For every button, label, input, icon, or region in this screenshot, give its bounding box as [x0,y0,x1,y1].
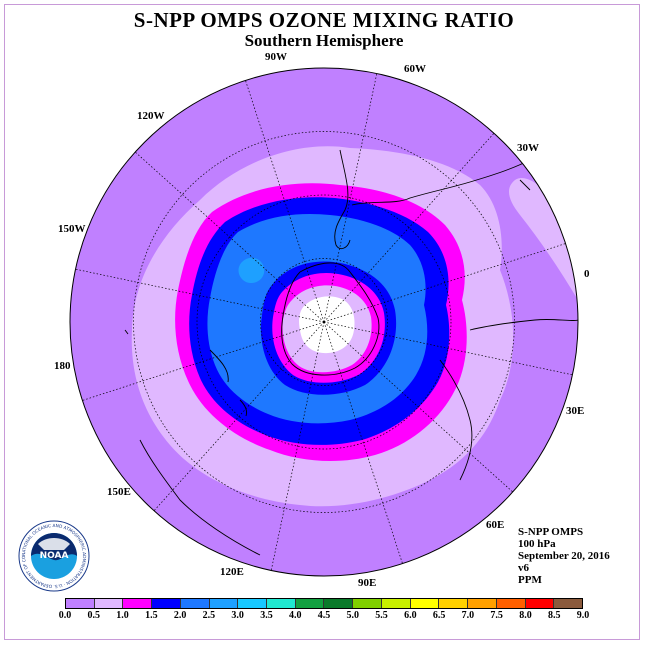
color-scale-cell [410,599,440,608]
lon-label-60w: 60W [404,63,426,75]
color-scale-cell [180,599,210,608]
coastlines [124,149,578,556]
color-scale-tick-label: 1.5 [145,610,158,621]
color-scale-cell [324,599,354,608]
color-scale-tick-label: 0.5 [87,610,101,621]
info-version: v6 [518,562,529,574]
color-scale-tick-label: 6.5 [432,610,446,621]
lon-label-60e: 60E [486,519,505,531]
color-scale-tick-label: 1.0 [116,610,129,621]
color-scale-cell [525,599,555,608]
ozone-patch-2-5 [238,257,265,284]
figure-frame [4,4,640,640]
color-scale-tick-label: 4.5 [317,610,331,621]
svg-text:NOAA: NOAA [40,551,69,561]
color-scale-tick-label: 5.0 [346,610,360,621]
color-scale-ticks: 0.0 0.5 1.0 1.5 2.0 2.5 3.0 3.5 4.0 4.5 5.0 5.5 6.0 6… [0,610,648,624]
lon-label-90e: 90E [358,577,377,589]
lon-label-0: 0 [584,268,590,280]
color-scale-tick-label: 2.0 [173,610,187,621]
color-scale-cell [238,599,268,608]
globe-outline [69,67,579,577]
map-title: S-NPP OMPS OZONE MIXING RATIO [133,8,515,32]
color-scale-tick-label: 7.5 [490,610,503,621]
lon-label-150e: 150E [107,486,131,498]
color-scale-bar [65,598,583,609]
lon-label-90w: 90W [265,51,287,63]
color-scale-cell [468,599,497,608]
color-scale-tick-label: 4.0 [288,610,302,621]
color-scale-cell [295,599,325,608]
color-scale-cell [152,599,181,608]
lon-label-30w: 30W [517,142,539,154]
color-scale-tick-label: 7.0 [461,610,475,621]
product-info: S-NPP OMPS 100 hPa September 20, 2016 v6… [518,526,610,586]
color-scale-cell [123,599,153,608]
color-scale-cell [94,599,124,608]
lon-label-150w: 150W [58,223,86,235]
color-scale-tick-label: 5.5 [375,610,388,621]
lon-label-120w: 120W [137,110,165,122]
lon-label-180: 180 [54,360,71,372]
color-scale-tick-label: 0.0 [58,610,72,621]
color-scale-cell [439,599,469,608]
color-scale-cell [381,599,411,608]
color-scale-cell [209,599,239,608]
map-subtitle: Southern Hemisphere [244,31,404,50]
color-scale-cell [496,599,526,608]
color-scale-cell [66,599,95,608]
color-scale-tick-label: 2.5 [202,610,216,621]
color-scale-cell [353,599,382,608]
lon-label-120e: 120E [220,566,244,578]
color-scale-tick-label: 3.5 [260,610,273,621]
color-scale-tick-label: 8.0 [519,610,532,621]
info-units: PPM [518,574,542,586]
info-instrument: S-NPP OMPS [518,526,584,538]
color-scale-tick-label: 6.0 [404,610,417,621]
lon-label-30e: 30E [566,405,585,417]
noaa-logo: NATIONAL OCEANIC AND ATMOSPHERIC ADMINIS… [18,520,90,592]
color-scale-tick-label: 9.0 [576,610,590,621]
info-level: 100 hPa [518,538,556,550]
info-date: September 20, 2016 [518,550,610,562]
color-scale-tick-label: 8.5 [547,610,561,621]
color-scale-tick-label: 3.0 [231,610,244,621]
ozone-patch-0-5-northeast [508,178,578,300]
color-scale-cell [554,599,582,608]
color-scale-cell [267,599,296,608]
